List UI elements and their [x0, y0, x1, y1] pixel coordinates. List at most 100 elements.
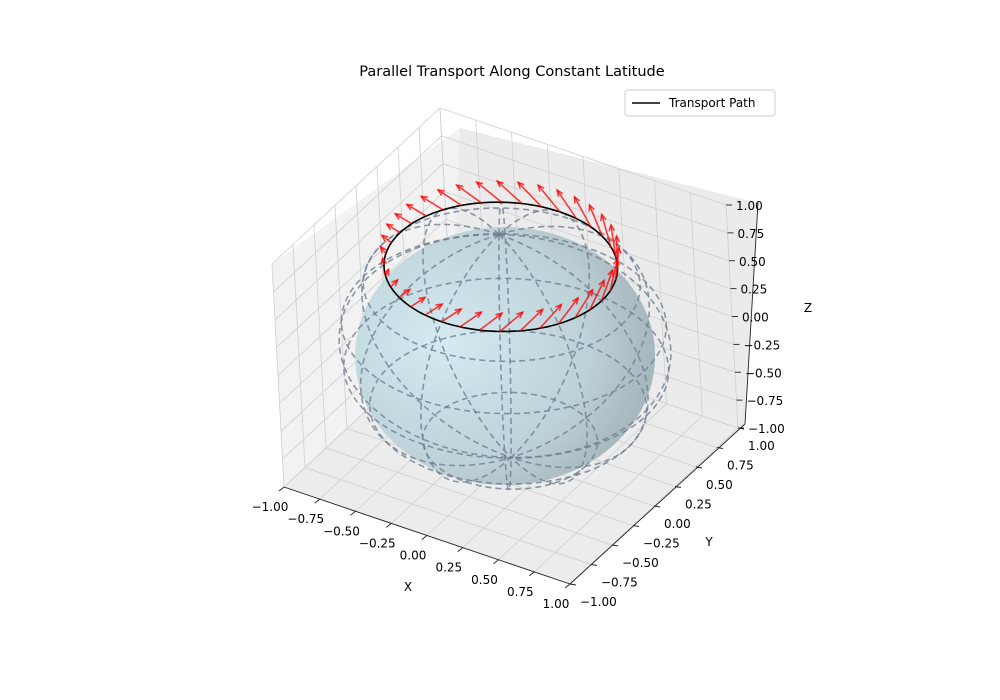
meridian-line — [498, 233, 588, 485]
y-tick-mark — [632, 525, 640, 527]
y-tick-label: 0.75 — [727, 459, 754, 473]
y-axis-line — [569, 423, 746, 585]
sphere-wireframe — [338, 200, 672, 492]
y-tick-mark — [716, 447, 724, 449]
meridian-line — [361, 223, 512, 459]
transport-vector — [424, 303, 444, 316]
left-wall-pane — [272, 128, 460, 487]
y-tick-mark — [653, 505, 661, 508]
transport-vector — [495, 179, 523, 205]
z-tick-label: 0.00 — [742, 311, 769, 325]
z-tick-label: 0.75 — [738, 227, 765, 241]
transport-vector — [385, 223, 401, 234]
y-tick-label: 0.25 — [685, 498, 712, 512]
transport-vectors — [379, 179, 622, 333]
transport-vector — [573, 195, 592, 228]
grid-line — [273, 135, 442, 293]
transport-vector — [398, 288, 412, 298]
x-tick-label: 0.75 — [507, 585, 534, 599]
z-tick-label: 0.50 — [739, 255, 766, 269]
grid-line — [498, 403, 667, 561]
x-tick-mark — [493, 559, 499, 565]
meridian-line — [498, 209, 591, 459]
x-axis-label: X — [404, 580, 412, 594]
meridian-line — [498, 233, 649, 469]
transport-vector — [600, 212, 612, 247]
x-tick-label: 0.00 — [400, 549, 427, 563]
z-tick-label: 1.00 — [736, 199, 763, 213]
x-tick-label: −0.50 — [323, 524, 360, 538]
x-tick-label: 0.25 — [435, 561, 462, 575]
transport-vector — [459, 311, 483, 328]
transport-vector — [539, 303, 563, 329]
z-tick-label: −0.50 — [745, 366, 782, 380]
transport-vector — [380, 256, 388, 265]
y-tick-mark — [674, 486, 682, 488]
legend: Transport Path — [624, 89, 776, 117]
y-tick-label: −0.25 — [643, 537, 680, 551]
transport-vector — [588, 278, 605, 311]
transport-vector — [499, 311, 525, 333]
x-tick-mark — [386, 523, 392, 528]
transport-vector — [379, 245, 387, 255]
y-tick-label: −0.50 — [622, 556, 659, 570]
transport-vector — [600, 268, 614, 302]
x-tick-label: 0.50 — [471, 573, 498, 587]
grid-line — [444, 191, 731, 289]
y-tick-label: 0.50 — [706, 478, 733, 492]
y-tick-label: −0.75 — [601, 576, 638, 590]
x-tick-label: −0.25 — [359, 536, 396, 550]
y-tick-mark — [590, 564, 598, 566]
latitude-line — [368, 329, 648, 485]
grid-line — [274, 163, 444, 321]
x-tick-label: −1.00 — [252, 500, 289, 514]
x-tick-mark — [529, 571, 535, 577]
meridian-line — [419, 233, 512, 483]
z-tick-label: −0.75 — [747, 394, 784, 408]
tick-labels: −1.00−0.75−0.50−0.250.000.250.500.751.00… — [252, 199, 785, 611]
transport-vector — [410, 296, 427, 308]
meridian-line — [498, 233, 672, 459]
meridian-line — [359, 233, 512, 467]
transport-vector — [519, 308, 544, 332]
transport-vector — [588, 203, 604, 237]
y-tick-label: −1.00 — [580, 595, 617, 609]
grid-line — [271, 107, 441, 265]
y-axis-label: Y — [704, 535, 713, 549]
transport-vector — [479, 312, 504, 331]
z-axis-line — [744, 202, 759, 425]
meridian-line — [338, 233, 512, 459]
transport-vector — [574, 288, 594, 319]
transport-vector — [475, 180, 503, 203]
y-tick-label: 0.00 — [664, 517, 691, 531]
meridian-line — [498, 225, 651, 459]
transport-vector — [613, 234, 621, 269]
grid-line — [534, 415, 703, 573]
x-tick-mark — [457, 547, 464, 552]
transport-vector — [556, 188, 578, 220]
transport-vector — [608, 223, 617, 258]
latitude-line — [421, 391, 599, 490]
z-axis-label: Z — [804, 301, 812, 315]
chart-title: Parallel Transport Along Constant Latitu… — [359, 64, 664, 80]
z-tick-label: 0.25 — [741, 283, 768, 297]
meridian-line — [422, 207, 512, 459]
grid-line — [654, 180, 667, 404]
grid-line — [689, 192, 703, 416]
x-tick-mark — [350, 510, 356, 516]
grid-line — [442, 163, 730, 262]
grid-line — [439, 107, 727, 206]
x-tick-label: −0.75 — [287, 512, 324, 526]
transport-vector — [419, 195, 444, 211]
transport-vector — [557, 296, 580, 325]
x-tick-mark — [314, 498, 321, 504]
y-tick-mark — [569, 583, 577, 586]
x-tick-mark — [278, 486, 285, 492]
transport-vector — [380, 234, 392, 244]
y-tick-label: 1.00 — [748, 439, 775, 453]
grid-line — [441, 135, 728, 234]
transport-vector — [455, 183, 482, 204]
z-tick-label: −0.25 — [744, 338, 781, 352]
legend-box — [624, 89, 776, 117]
